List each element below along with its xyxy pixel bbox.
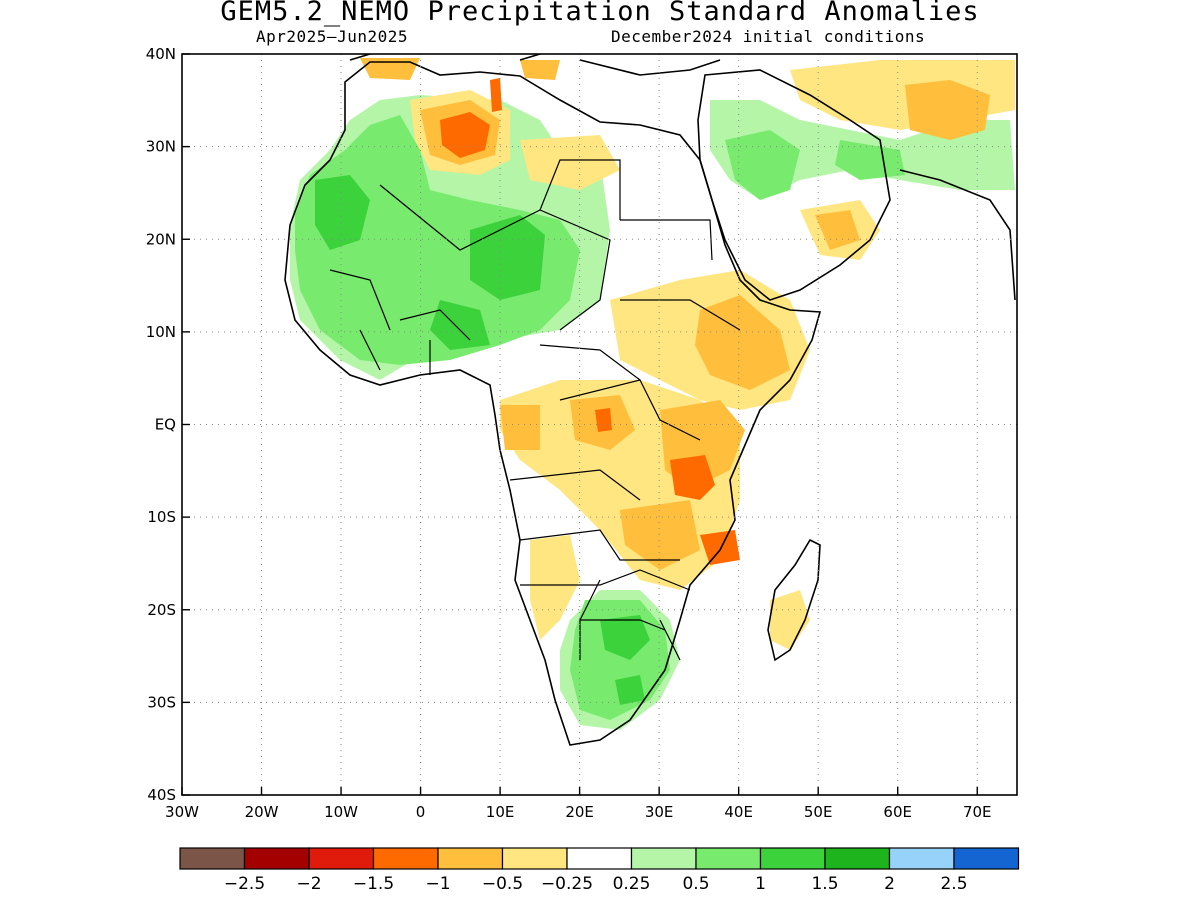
iran-coastline — [899, 169, 1016, 301]
initial-conditions: December2024 initial conditions — [611, 27, 926, 46]
anomaly-central-moderate-dry — [500, 395, 745, 570]
colorbar-swatch — [179, 847, 246, 870]
colorbar-label: −2.5 — [224, 874, 265, 894]
colorbar: −2.5 −2 −1.5 −1 −0.5 −0.25 0.25 0.5 1 1.5 2 2.5 — [179, 847, 1020, 894]
lon-tick-label: 30W — [165, 803, 199, 821]
anomaly-west-africa-wet — [295, 115, 580, 365]
lat-tick-label: 10N — [146, 323, 176, 341]
lat-tick-label: 30N — [146, 138, 176, 156]
forecast-period: Apr2025–Jun2025 — [256, 27, 408, 46]
lon-tick-label: 50E — [804, 803, 833, 821]
colorbar-label: −0.5 — [482, 874, 523, 894]
madagascar-coastline — [767, 538, 821, 662]
colorbar-label: −0.25 — [541, 874, 593, 894]
colorbar-swatch — [437, 847, 504, 870]
colorbar-swatch — [501, 847, 568, 870]
anomaly-mediterranean-dry — [360, 58, 560, 80]
lat-tick-label: EQ — [155, 416, 176, 434]
lon-tick-label: 20E — [565, 803, 594, 821]
colorbar-label: 1.5 — [811, 874, 838, 894]
lon-axis: 30W 20W 10W 0 10E 20E 30E 40E 50E 60E 70E — [165, 787, 992, 821]
colorbar-label: −2 — [296, 874, 321, 894]
country-borders — [329, 159, 741, 661]
colorbar-label: 2 — [884, 874, 895, 894]
lat-tick-label: 30S — [147, 693, 176, 711]
anomaly-arabia-wet-core — [725, 130, 905, 200]
africa-coastline — [284, 61, 822, 746]
lon-tick-label: 10E — [486, 803, 515, 821]
lon-tick-label: 0 — [416, 803, 426, 821]
colorbar-swatch — [824, 847, 891, 870]
colorbar-swatch — [695, 847, 762, 870]
colorbar-label: 0.25 — [613, 874, 651, 894]
colorbar-label: −1 — [425, 874, 450, 894]
anomaly-horn-moderate-dry — [695, 295, 790, 390]
colorbar-label: 0.5 — [682, 874, 709, 894]
colorbar-label: −1.5 — [353, 874, 394, 894]
colorbar-swatch — [372, 847, 439, 870]
colorbar-swatch — [308, 847, 375, 870]
lat-tick-label: 40N — [146, 45, 176, 63]
colorbar-label: 2.5 — [940, 874, 967, 894]
colorbar-swatch — [953, 847, 1020, 870]
anomaly-shading — [290, 58, 1015, 730]
lat-axis: 40N 30N 20N 10N EQ 10S 20S 30S 40S — [146, 45, 190, 804]
anomaly-arabia-dry-core — [815, 80, 990, 250]
lon-tick-label: 30E — [645, 803, 674, 821]
lon-tick-label: 20W — [245, 803, 279, 821]
lat-tick-label: 20N — [146, 230, 176, 248]
map-title: GEM5.2_NEMO Precipitation Standard Anoma… — [220, 0, 980, 27]
europe-coastline — [349, 54, 721, 76]
lat-tick-label: 40S — [147, 786, 176, 804]
colorbar-swatch — [759, 847, 826, 870]
lon-tick-label: 10W — [324, 803, 358, 821]
anomaly-tanzania-strong-dry — [595, 408, 740, 565]
colorbar-swatch — [243, 847, 310, 870]
colorbar-swatch — [630, 847, 697, 870]
lat-tick-label: 20S — [147, 601, 176, 619]
lat-tick-label: 10S — [147, 508, 176, 526]
colorbar-swatch — [888, 847, 955, 870]
lon-tick-label: 40E — [724, 803, 753, 821]
arabia-coastline — [697, 69, 891, 301]
anomaly-algeria-strong-dry — [440, 78, 502, 158]
lon-tick-label: 70E — [963, 803, 992, 821]
anomaly-sahel-core-wet — [315, 175, 545, 350]
coastlines — [284, 54, 1016, 746]
anomaly-southern-africa-strong-wet — [600, 615, 650, 705]
anomaly-angola-dry — [530, 535, 810, 650]
colorbar-swatch — [566, 847, 633, 870]
lon-tick-label: 60E — [883, 803, 912, 821]
colorbar-label: 1 — [755, 874, 766, 894]
